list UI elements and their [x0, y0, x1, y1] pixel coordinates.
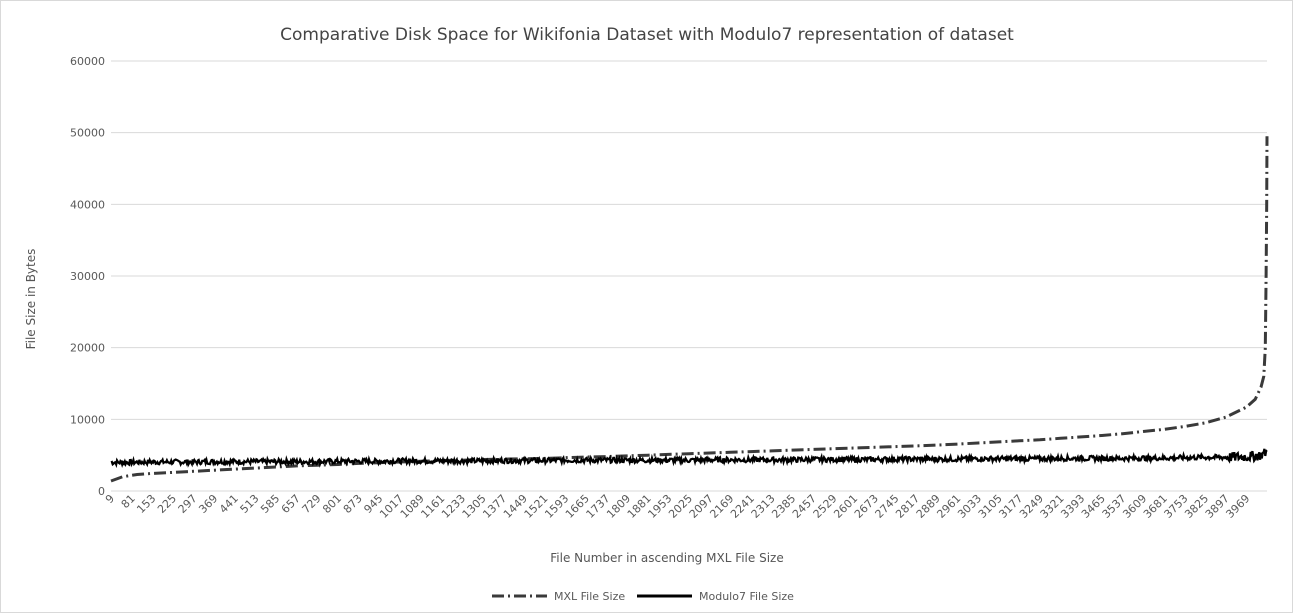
y-tick-label: 30000 — [70, 270, 105, 283]
y-tick-label: 40000 — [70, 198, 105, 211]
x-tick-label: 441 — [217, 492, 241, 516]
legend: MXL File Size Modulo7 File Size — [492, 590, 794, 603]
x-tick-label: 297 — [176, 492, 200, 516]
x-axis-tick-labels: 9 811532252973694415135856577298018739451… — [103, 492, 1252, 521]
chart-title: Comparative Disk Space for Wikifonia Dat… — [280, 25, 1014, 45]
x-tick-label: 513 — [238, 492, 262, 516]
y-tick-label: 60000 — [70, 55, 105, 68]
x-tick-label: 153 — [134, 492, 158, 516]
x-axis-label: File Number in ascending MXL File Size — [550, 551, 783, 565]
x-tick-label: 369 — [196, 492, 220, 516]
legend-label-mxl: MXL File Size — [554, 590, 625, 603]
series-line-mxl — [110, 136, 1269, 483]
y-tick-label: 20000 — [70, 342, 105, 355]
y-tick-label: 50000 — [70, 127, 105, 140]
x-tick-label: 801 — [320, 492, 344, 516]
series-line-modulo7 — [110, 448, 1268, 469]
y-tick-label: 10000 — [70, 413, 105, 426]
x-tick-label: 873 — [341, 492, 365, 516]
series-lines — [110, 136, 1269, 483]
y-tick-label: 0 — [98, 485, 105, 498]
x-tick-label: 657 — [279, 492, 303, 516]
legend-label-modulo7: Modulo7 File Size — [699, 590, 794, 603]
x-tick-label: 3969 — [1223, 492, 1252, 521]
y-axis-label: File Size in Bytes — [24, 249, 38, 350]
gridlines — [111, 60, 1267, 492]
x-tick-label: 9 — [103, 492, 117, 506]
x-tick-label: 585 — [258, 492, 282, 516]
x-tick-label: 225 — [155, 492, 179, 516]
y-axis-tick-labels: 0 10000 20000 30000 40000 50000 60000 — [70, 55, 105, 498]
x-tick-label: 729 — [300, 492, 324, 516]
